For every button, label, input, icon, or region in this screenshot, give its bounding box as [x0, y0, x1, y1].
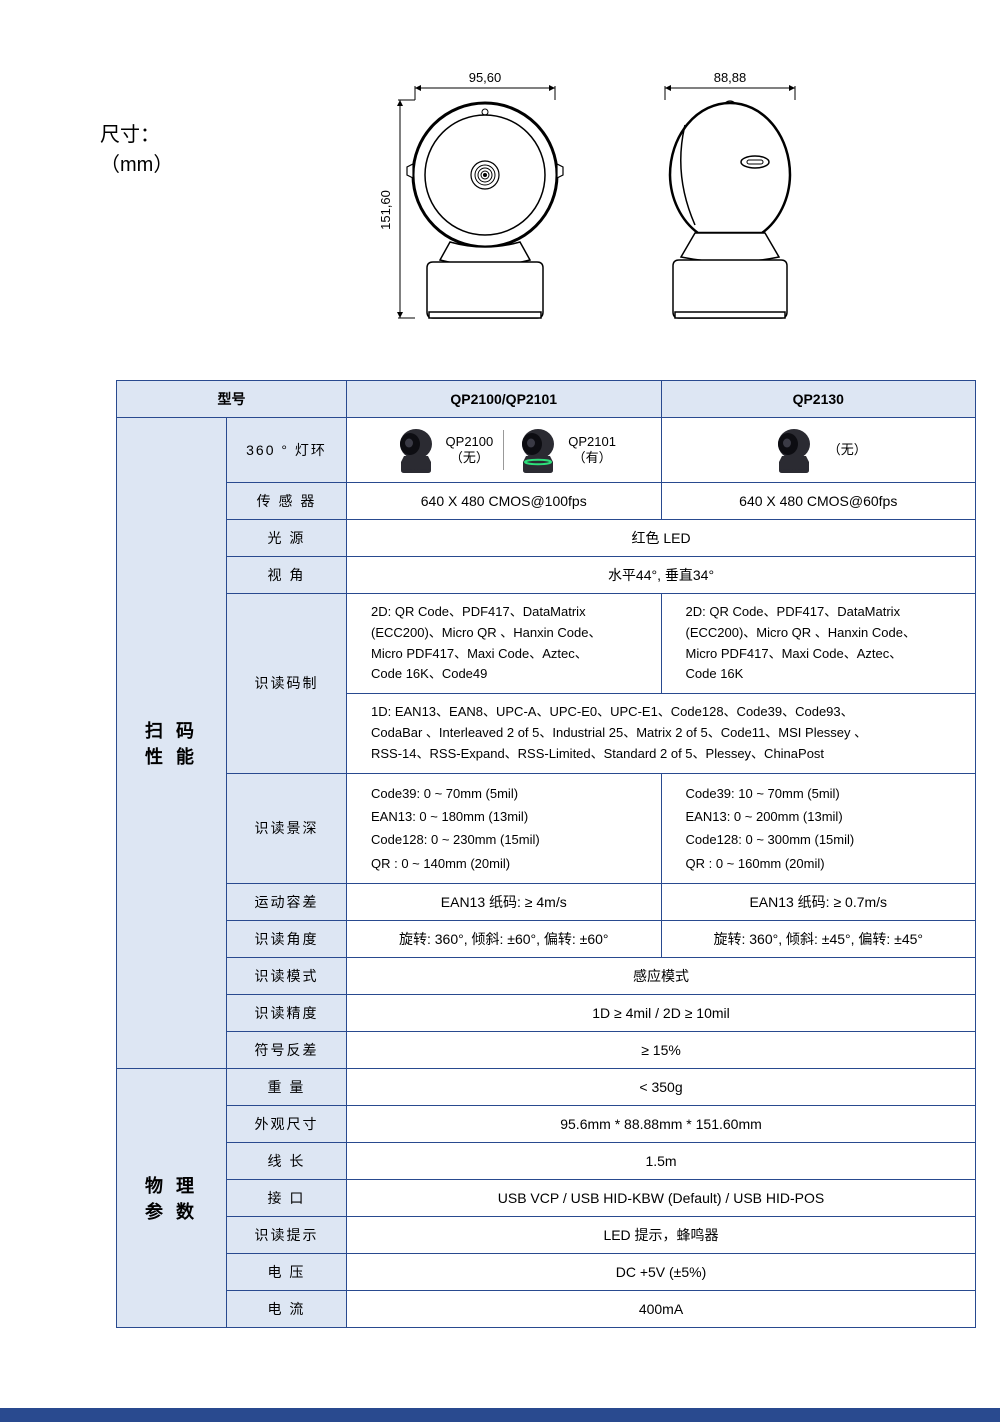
row-depth: 识读景深 Code39: 0 ~ 70mm (5mil) EAN13: 0 ~ …: [117, 773, 976, 884]
footer-bar: [0, 1408, 1000, 1422]
label-depth: 识读景深: [227, 773, 347, 884]
val-sensor-2: 640 X 480 CMOS@60fps: [661, 483, 976, 520]
val-angle-2: 旋转: 360°, 倾斜: ±45°, 偏转: ±45°: [661, 921, 976, 958]
row-indicator: 识读提示 LED 提示，蜂鸣器: [117, 1217, 976, 1254]
row-interface: 接 口 USB VCP / USB HID-KBW (Default) / US…: [117, 1180, 976, 1217]
label-motion: 运动容差: [227, 884, 347, 921]
row-ring: 扫 码 性 能 360 ° 灯环 QP2100 （无）: [117, 418, 976, 483]
row-precision: 识读精度 1D ≥ 4mil / 2D ≥ 10mil: [117, 995, 976, 1032]
dim-label-2: （mm）: [100, 150, 200, 180]
diagram-front: 95,60 151,60: [355, 70, 585, 330]
label-weight: 重 量: [227, 1069, 347, 1106]
row-angle: 识读角度 旋转: 360°, 倾斜: ±60°, 偏转: ±60° 旋转: 36…: [117, 921, 976, 958]
dimensions-section: 尺寸： （mm） 95,60 151,60: [40, 70, 960, 330]
header-model: 型号: [117, 381, 347, 418]
row-cable: 线 长 1.5m: [117, 1143, 976, 1180]
val-mode: 感应模式: [347, 958, 976, 995]
val-motion-2: EAN13 纸码: ≥ 0.7m/s: [661, 884, 976, 921]
label-light: 光 源: [227, 520, 347, 557]
row-voltage: 电 压 DC +5V (±5%): [117, 1254, 976, 1291]
val-contrast: ≥ 15%: [347, 1032, 976, 1069]
label-indicator: 识读提示: [227, 1217, 347, 1254]
val-fov: 水平44°, 垂直34°: [347, 557, 976, 594]
row-codes-2d: 识读码制 2D: QR Code、PDF417、DataMatrix (ECC2…: [117, 594, 976, 694]
val-codes-2d-b: 2D: QR Code、PDF417、DataMatrix (ECC200)、M…: [661, 594, 976, 694]
label-size: 外观尺寸: [227, 1106, 347, 1143]
scanner-icon-qp2101: [514, 426, 562, 474]
row-mode: 识读模式 感应模式: [117, 958, 976, 995]
label-contrast: 符号反差: [227, 1032, 347, 1069]
label-fov: 视 角: [227, 557, 347, 594]
label-angle: 识读角度: [227, 921, 347, 958]
label-precision: 识读精度: [227, 995, 347, 1032]
label-voltage: 电 压: [227, 1254, 347, 1291]
section-scan: 扫 码 性 能: [117, 418, 227, 1069]
row-current: 电 流 400mA: [117, 1291, 976, 1328]
dimensions-label: 尺寸： （mm）: [100, 70, 200, 180]
row-weight: 物 理 参 数 重 量 < 350g: [117, 1069, 976, 1106]
row-motion: 运动容差 EAN13 纸码: ≥ 4m/s EAN13 纸码: ≥ 0.7m/s: [117, 884, 976, 921]
dim-width-front: 95,60: [469, 70, 502, 85]
val-angle-1: 旋转: 360°, 倾斜: ±60°, 偏转: ±60°: [347, 921, 662, 958]
dim-height: 151,60: [378, 190, 393, 230]
val-light: 红色 LED: [347, 520, 976, 557]
label-cable: 线 长: [227, 1143, 347, 1180]
dim-width-side: 88,88: [714, 70, 747, 85]
ring-label-qp2101: QP2101 （有）: [568, 434, 616, 465]
header-qp2100: QP2100/QP2101: [347, 381, 662, 418]
val-motion-1: EAN13 纸码: ≥ 4m/s: [347, 884, 662, 921]
val-voltage: DC +5V (±5%): [347, 1254, 976, 1291]
label-sensor: 传 感 器: [227, 483, 347, 520]
section-physical: 物 理 参 数: [117, 1069, 227, 1328]
ring-qp2130: （无）: [661, 418, 976, 483]
label-interface: 接 口: [227, 1180, 347, 1217]
scanner-icon-qp2100: [392, 426, 440, 474]
ring-qp2100: QP2100 （无） QP2101 （有）: [347, 418, 662, 483]
val-depth-2: Code39: 10 ~ 70mm (5mil) EAN13: 0 ~ 200m…: [661, 773, 976, 884]
diagram-container: 95,60 151,60: [200, 70, 960, 330]
label-codes: 识读码制: [227, 594, 347, 774]
dim-label-1: 尺寸：: [100, 120, 200, 150]
label-ring: 360 ° 灯环: [227, 418, 347, 483]
val-depth-1: Code39: 0 ~ 70mm (5mil) EAN13: 0 ~ 180mm…: [347, 773, 662, 884]
val-sensor-1: 640 X 480 CMOS@100fps: [347, 483, 662, 520]
row-fov: 视 角 水平44°, 垂直34°: [117, 557, 976, 594]
ring-label-qp2130: （无）: [828, 442, 867, 458]
row-contrast: 符号反差 ≥ 15%: [117, 1032, 976, 1069]
diagram-side: 88,88: [625, 70, 825, 330]
scanner-icon-qp2130: [770, 426, 818, 474]
val-interface: USB VCP / USB HID-KBW (Default) / USB HI…: [347, 1180, 976, 1217]
val-codes-2d-a: 2D: QR Code、PDF417、DataMatrix (ECC200)、M…: [347, 594, 662, 694]
val-size: 95.6mm * 88.88mm * 151.60mm: [347, 1106, 976, 1143]
val-precision: 1D ≥ 4mil / 2D ≥ 10mil: [347, 995, 976, 1032]
spec-table: 型号 QP2100/QP2101 QP2130 扫 码 性 能 360 ° 灯环: [116, 380, 976, 1328]
ring-label-qp2100: QP2100 （无）: [446, 434, 494, 465]
val-weight: < 350g: [347, 1069, 976, 1106]
header-row: 型号 QP2100/QP2101 QP2130: [117, 381, 976, 418]
val-indicator: LED 提示，蜂鸣器: [347, 1217, 976, 1254]
val-codes-1d: 1D: EAN13、EAN8、UPC-A、UPC-E0、UPC-E1、Code1…: [347, 694, 976, 773]
val-cable: 1.5m: [347, 1143, 976, 1180]
row-sensor: 传 感 器 640 X 480 CMOS@100fps 640 X 480 CM…: [117, 483, 976, 520]
header-qp2130: QP2130: [661, 381, 976, 418]
label-mode: 识读模式: [227, 958, 347, 995]
val-current: 400mA: [347, 1291, 976, 1328]
label-current: 电 流: [227, 1291, 347, 1328]
row-light: 光 源 红色 LED: [117, 520, 976, 557]
row-size: 外观尺寸 95.6mm * 88.88mm * 151.60mm: [117, 1106, 976, 1143]
